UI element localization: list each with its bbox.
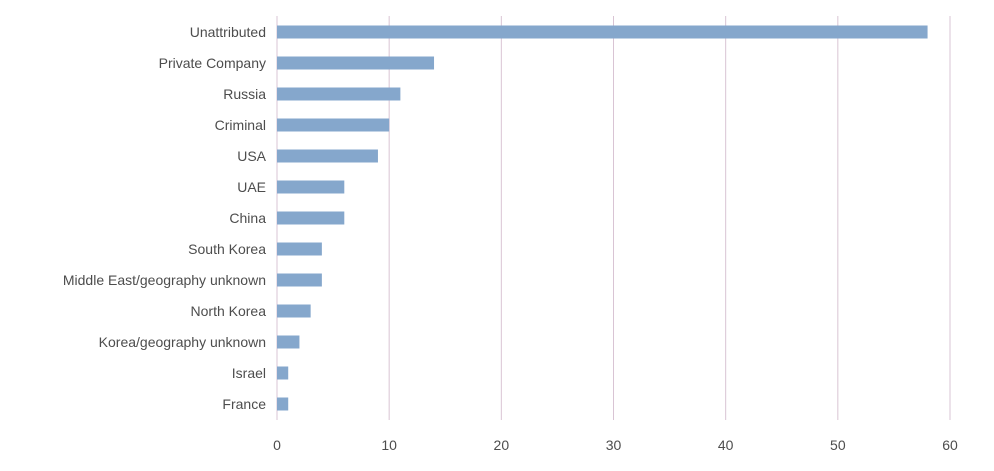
- x-axis-tick-labels: 0 10 20 30 40 50 60: [273, 437, 958, 453]
- category-labels: Unattributed Private Company Russia Crimina…: [63, 24, 267, 412]
- x-tick-label: 0: [273, 437, 281, 453]
- bar-korea-geography-unknown: [277, 335, 300, 349]
- category-label: North Korea: [191, 303, 267, 319]
- category-label: China: [229, 210, 266, 226]
- category-label: France: [222, 396, 266, 412]
- category-label: Private Company: [159, 55, 266, 71]
- bar-france: [277, 397, 289, 411]
- x-tick-label: 60: [942, 437, 958, 453]
- category-label: USA: [237, 148, 266, 164]
- bar-china: [277, 211, 345, 225]
- bar-middle-east-geography-unknown: [277, 273, 322, 287]
- gridlines: [276, 16, 951, 420]
- bar-unattributed: [277, 25, 928, 39]
- x-tick-label: 20: [494, 437, 510, 453]
- x-tick-label: 30: [606, 437, 622, 453]
- category-label: South Korea: [188, 241, 266, 257]
- bar-criminal: [277, 118, 390, 132]
- category-label: Korea/geography unknown: [99, 334, 266, 350]
- bar-israel: [277, 366, 289, 380]
- bar-private-company: [277, 56, 435, 70]
- x-tick-label: 40: [718, 437, 734, 453]
- bar-russia: [277, 87, 401, 101]
- bar-north-korea: [277, 304, 311, 318]
- category-label: Middle East/geography unknown: [63, 272, 266, 288]
- bar-south-korea: [277, 242, 322, 256]
- x-tick-label: 50: [830, 437, 846, 453]
- x-tick-label: 10: [381, 437, 397, 453]
- bar-uae: [277, 180, 345, 194]
- category-label: Russia: [223, 86, 266, 102]
- bars: [277, 25, 928, 411]
- category-label: Criminal: [215, 117, 266, 133]
- category-label: Unattributed: [190, 24, 266, 40]
- category-label: UAE: [237, 179, 266, 195]
- bar-usa: [277, 149, 378, 163]
- category-label: Israel: [232, 365, 266, 381]
